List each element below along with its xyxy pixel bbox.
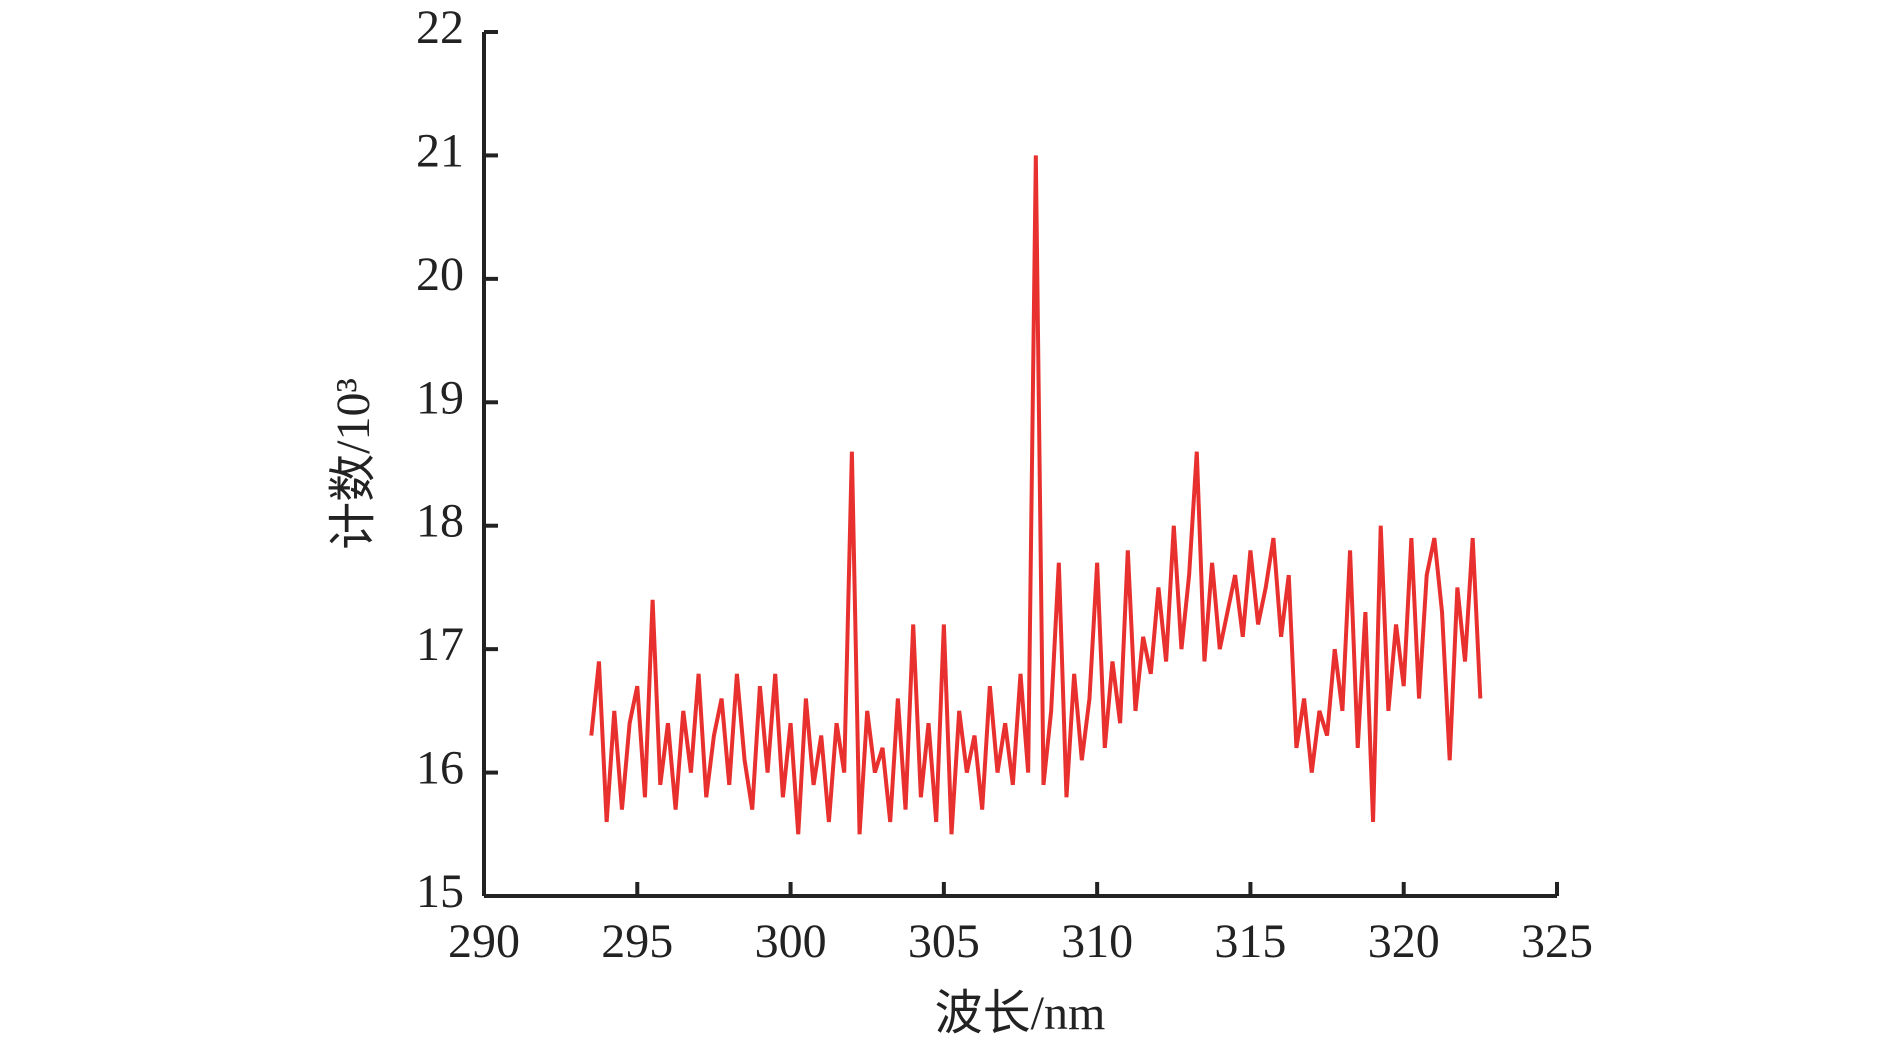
y-tick-label: 21 bbox=[416, 124, 464, 177]
x-tick-label: 295 bbox=[601, 915, 673, 968]
x-tick-label: 315 bbox=[1214, 915, 1286, 968]
y-tick-label: 20 bbox=[416, 248, 464, 301]
data-line bbox=[589, 155, 1483, 835]
y-tick-label: 22 bbox=[416, 1, 464, 54]
x-tick-label: 310 bbox=[1061, 915, 1133, 968]
y-tick-label: 17 bbox=[416, 618, 464, 671]
y-tick-label: 16 bbox=[416, 742, 464, 795]
y-tick-label: 15 bbox=[416, 865, 464, 918]
y-tick-label: 18 bbox=[416, 495, 464, 548]
x-tick-label: 290 bbox=[448, 915, 520, 968]
x-tick-label: 305 bbox=[908, 915, 980, 968]
y-tick-label: 19 bbox=[416, 371, 464, 424]
x-tick-label: 300 bbox=[755, 915, 827, 968]
x-tick-label: 325 bbox=[1521, 915, 1593, 968]
y-axis-label: 计数/10³ bbox=[327, 378, 380, 550]
x-tick-label: 320 bbox=[1368, 915, 1440, 968]
x-axis-label: 波长/nm bbox=[935, 987, 1106, 1040]
